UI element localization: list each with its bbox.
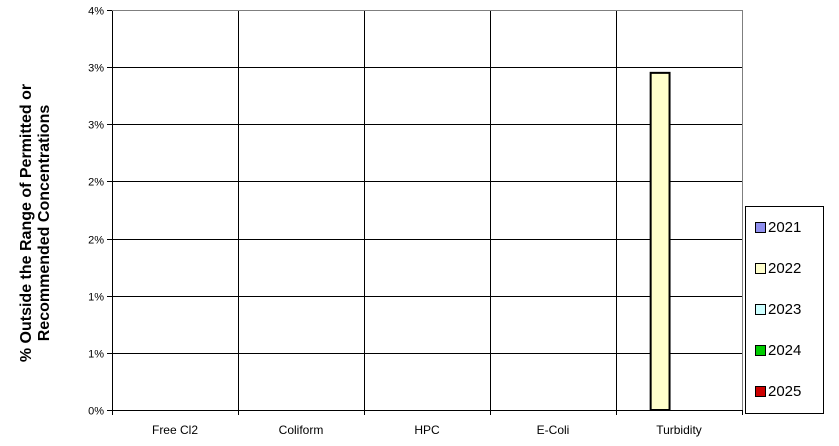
y-axis-label-line-2: Recommended Concentrations <box>36 104 53 342</box>
legend-item-2022: 2022 <box>755 258 801 278</box>
y-tick-label: 2% <box>88 235 104 247</box>
x-tick-label: E-Coli <box>537 423 570 437</box>
legend-swatch <box>755 303 766 315</box>
legend-label: 2023 <box>768 300 802 318</box>
x-tick-label: Free Cl2 <box>152 423 198 437</box>
y-tick-labels: 0% 1% 1% 2% 2% 3% 3% 4% <box>88 6 104 418</box>
legend-item-2023: 2023 <box>755 299 801 319</box>
legend-label: 2024 <box>768 341 802 359</box>
bar-2022-Turbidity <box>649 71 671 411</box>
legend-label: 2022 <box>768 259 802 277</box>
y-tick-label: 3% <box>88 63 104 75</box>
legend-swatch <box>755 262 766 274</box>
y-tick-label: 4% <box>88 6 104 18</box>
x-tick-labels: Free Cl2 Coliform HPC E-Coli Turbidity <box>152 423 702 437</box>
legend-item-2021: 2021 <box>755 217 801 237</box>
legend-swatch <box>755 221 766 233</box>
y-tick-label: 2% <box>88 177 104 189</box>
y-axis-label-container: % Outside the Range of Permitted or Reco… <box>4 0 68 446</box>
y-tick-label: 0% <box>88 406 104 418</box>
x-tick-label: Coliform <box>279 423 324 437</box>
x-tick-label: HPC <box>414 423 440 437</box>
y-tick-label: 3% <box>88 120 104 132</box>
legend-swatch <box>755 385 766 397</box>
y-axis-label-line-1: % Outside the Range of Permitted or <box>18 83 35 363</box>
y-tick-label: 1% <box>88 292 104 304</box>
legend-item-2025: 2025 <box>755 381 801 401</box>
legend-item-2024: 2024 <box>755 340 801 360</box>
grid-lines <box>112 10 742 410</box>
y-tick-label: 1% <box>88 349 104 361</box>
bars <box>649 71 671 411</box>
legend-swatch <box>755 344 766 356</box>
legend-label: 2025 <box>768 382 802 400</box>
legend-label: 2021 <box>768 218 802 236</box>
x-tick-label: Turbidity <box>656 423 702 437</box>
y-axis-label: % Outside the Range of Permitted or Reco… <box>18 84 54 362</box>
axes <box>107 10 743 415</box>
legend: 2021 2022 2023 2024 2025 <box>745 206 824 414</box>
